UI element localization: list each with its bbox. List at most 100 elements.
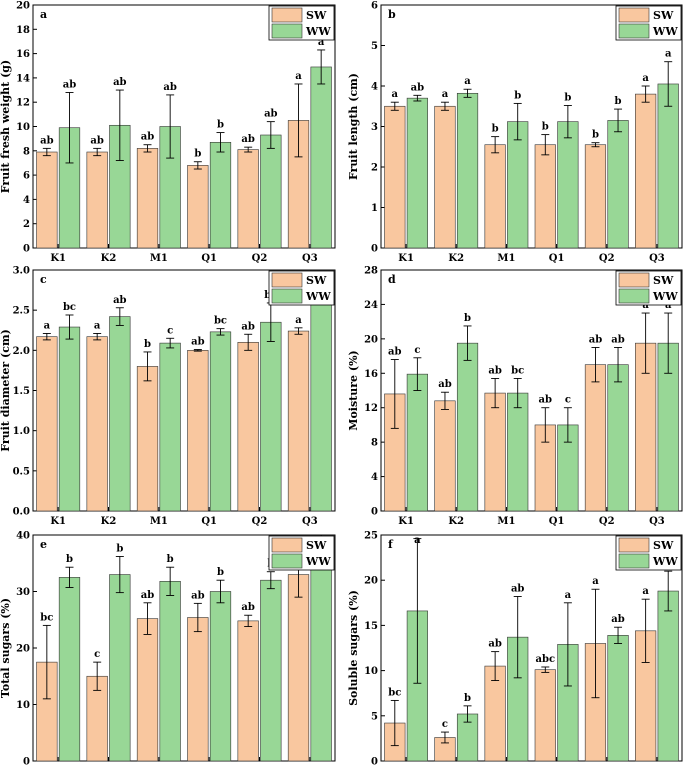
y-tick-label: 10 bbox=[16, 122, 30, 133]
y-tick-label: 10 bbox=[364, 666, 378, 677]
bar-sw-k2 bbox=[434, 400, 456, 512]
legend-swatch-sw bbox=[618, 537, 650, 553]
bar-ww-q2 bbox=[260, 321, 282, 512]
significance-label: a bbox=[665, 49, 672, 60]
significance-label: ab bbox=[241, 321, 254, 332]
significance-label: a bbox=[295, 71, 302, 82]
x-tick-label: M1 bbox=[150, 253, 168, 264]
y-tick-label: 20 bbox=[16, 644, 30, 655]
bar-sw-q3 bbox=[287, 574, 310, 762]
significance-label: b bbox=[464, 693, 471, 704]
y-tick-label: 6 bbox=[371, 1, 378, 12]
legend-swatch-ww bbox=[271, 23, 303, 39]
significance-label: b bbox=[217, 567, 224, 578]
panel-letter: a bbox=[40, 8, 47, 21]
y-tick-label: 16 bbox=[16, 49, 30, 60]
bar-ww-q2 bbox=[260, 579, 282, 762]
panel-letter: e bbox=[40, 538, 47, 551]
x-tick-label: Q2 bbox=[252, 253, 268, 264]
legend-label-ww: WW bbox=[652, 290, 678, 303]
legend-label-sw: SW bbox=[306, 539, 327, 552]
significance-label: a bbox=[318, 37, 325, 48]
significance-label: ab bbox=[191, 337, 204, 348]
legend-label-ww: WW bbox=[652, 25, 678, 38]
bar-ww-q3 bbox=[657, 590, 679, 762]
y-tick-label: 0 bbox=[371, 507, 378, 518]
x-tick-label: K2 bbox=[101, 253, 117, 264]
x-tick-label: Q3 bbox=[302, 253, 318, 264]
significance-label: c bbox=[565, 395, 571, 406]
y-tick-label: 0 bbox=[23, 244, 30, 255]
significance-label: a bbox=[392, 89, 399, 100]
y-axis-label: Soluble sugars (%) bbox=[347, 590, 360, 706]
bar-ww-k2 bbox=[456, 92, 479, 249]
bar-ww-m1 bbox=[507, 121, 529, 249]
y-tick-label: 18 bbox=[16, 25, 30, 36]
y-tick-label: 4 bbox=[23, 195, 30, 206]
bar-ww-q2 bbox=[607, 120, 629, 249]
bar-ww-k2 bbox=[456, 342, 479, 512]
significance-label: abc bbox=[536, 654, 556, 665]
significance-label: c bbox=[414, 345, 420, 356]
x-tick-label: M1 bbox=[497, 516, 515, 527]
significance-label: bc bbox=[40, 612, 53, 623]
legend-label-ww: WW bbox=[305, 290, 331, 303]
significance-label: ab bbox=[113, 77, 126, 88]
legend-label-sw: SW bbox=[653, 539, 674, 552]
y-tick-label: 6 bbox=[23, 171, 30, 182]
bar-sw-k2 bbox=[434, 105, 456, 249]
significance-label: c bbox=[167, 325, 173, 336]
bar-ww-k2 bbox=[109, 574, 131, 762]
bar-sw-k1 bbox=[384, 105, 406, 249]
x-tick-label: M1 bbox=[497, 253, 515, 264]
x-tick-label: K2 bbox=[101, 516, 117, 527]
legend: SW WW bbox=[268, 535, 335, 571]
y-tick-label: 0 bbox=[371, 244, 378, 255]
significance-label: ab bbox=[488, 365, 501, 376]
bar-sw-q1 bbox=[534, 144, 556, 249]
x-tick-label: M1 bbox=[150, 516, 168, 527]
y-tick-label: 15 bbox=[364, 621, 378, 632]
y-tick-label: 1.0 bbox=[13, 426, 30, 437]
bar-ww-q2 bbox=[607, 635, 629, 762]
significance-label: ab bbox=[539, 395, 552, 406]
significance-label: bc bbox=[511, 365, 524, 376]
y-tick-label: 20 bbox=[364, 334, 378, 345]
y-axis-label: Fruit length (cm) bbox=[347, 73, 360, 180]
bar-sw-q2 bbox=[584, 364, 607, 512]
y-tick-label: 2.5 bbox=[13, 306, 30, 317]
significance-label: ab bbox=[40, 135, 53, 146]
significance-label: b bbox=[116, 543, 123, 554]
y-tick-label: 8 bbox=[23, 146, 30, 157]
legend: SW WW bbox=[615, 270, 682, 306]
y-tick-label: 2 bbox=[23, 219, 30, 230]
x-tick-label: K2 bbox=[448, 253, 464, 264]
y-tick-label: 10 bbox=[16, 700, 30, 711]
plot-frame bbox=[380, 534, 683, 762]
significance-label: ab bbox=[241, 602, 254, 613]
significance-label: b bbox=[66, 554, 73, 565]
bar-sw-k1 bbox=[36, 151, 58, 249]
bar-ww-q1 bbox=[209, 141, 232, 249]
bar-sw-q1 bbox=[534, 669, 556, 762]
legend-swatch-sw bbox=[618, 272, 650, 288]
significance-label: a bbox=[414, 535, 421, 546]
bar-sw-m1 bbox=[484, 144, 506, 249]
significance-label: ab bbox=[241, 134, 254, 145]
bar-ww-m1 bbox=[507, 392, 529, 512]
significance-label: c bbox=[94, 649, 100, 660]
panel-letter: c bbox=[40, 273, 47, 286]
x-tick-label: Q3 bbox=[649, 253, 665, 264]
y-tick-label: 4 bbox=[371, 82, 378, 93]
significance-label: b bbox=[592, 130, 599, 141]
legend-swatch-sw bbox=[271, 7, 303, 23]
y-tick-label: 12 bbox=[364, 403, 378, 414]
significance-label: ab bbox=[113, 295, 126, 306]
bar-ww-q2 bbox=[260, 134, 282, 249]
significance-label: ab bbox=[191, 590, 204, 601]
significance-label: a bbox=[44, 320, 51, 331]
bar-sw-m1 bbox=[136, 148, 159, 249]
